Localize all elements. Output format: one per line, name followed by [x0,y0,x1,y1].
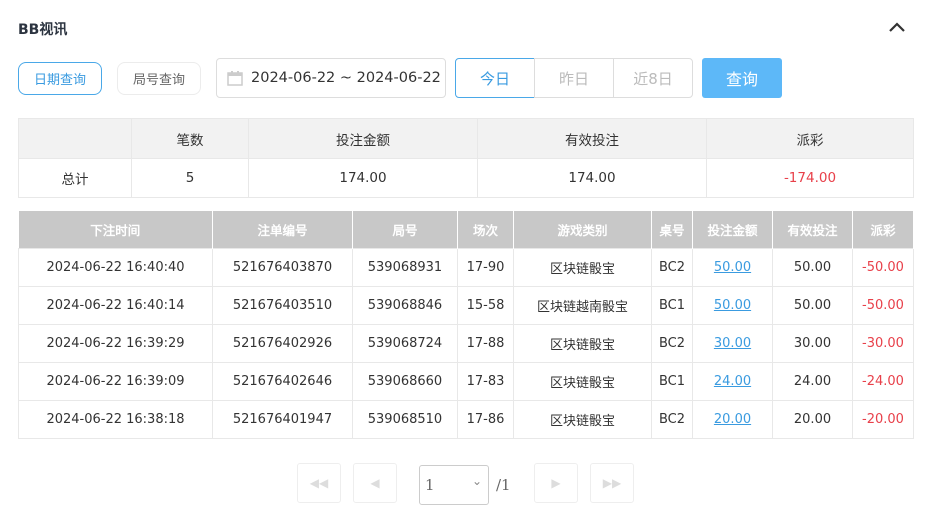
cell-payout: -20.00 [852,399,914,439]
table-row: 2024-06-22 16:38:18 521676401947 539068510… [18,399,914,439]
cell-round-no: 539068510 [352,399,458,439]
cell-bet-time: 2024-06-22 16:38:18 [18,399,213,439]
cell-session: 17-90 [457,247,514,287]
cell-bet-time: 2024-06-22 16:39:09 [18,361,213,401]
header-session: 场次 [457,211,514,248]
table-row: 2024-06-22 16:39:29 521676402926 539068724… [18,323,914,363]
cell-table-no: BC2 [651,399,693,439]
summary-count: 5 [131,158,249,198]
date-range-value: 2024-06-22 ~ 2024-06-22 [251,70,441,86]
date-query-tab[interactable]: 日期查询 [18,62,102,95]
cell-session: 15-58 [457,285,514,325]
header-valid-bet: 有效投注 [772,211,853,248]
summary-header [18,118,132,159]
cell-payout: -24.00 [852,361,914,401]
round-query-tab[interactable]: 局号查询 [117,62,201,95]
today-button[interactable]: 今日 [455,58,535,98]
cell-valid-bet: 50.00 [772,285,853,325]
next-page-button[interactable]: ▶ [534,463,578,503]
table-row: 2024-06-22 16:40:14 521676403510 539068846… [18,285,914,325]
cell-valid-bet: 30.00 [772,323,853,363]
first-page-button[interactable]: ◀◀ [297,463,341,503]
cell-order-no: 521676401947 [212,399,353,439]
section-title: BB视讯 [18,22,68,38]
table-row: 2024-06-22 16:39:09 521676402646 539068660… [18,361,914,401]
cell-game-type: 区块链骰宝 [513,361,652,401]
total-pages: /1 [496,476,511,494]
cell-bet-amount[interactable]: 50.00 [692,285,773,325]
cell-bet-amount[interactable]: 24.00 [692,361,773,401]
summary-header: 投注金额 [248,118,478,159]
cell-bet-amount[interactable]: 20.00 [692,399,773,439]
summary-header: 有效投注 [477,118,707,159]
page-select[interactable]: 1 ⌄ [419,465,489,505]
cell-game-type: 区块链骰宝 [513,247,652,287]
header-payout: 派彩 [852,211,914,248]
header-order-no: 注单编号 [212,211,353,248]
detail-header-row: 下注时间 注单编号 局号 场次 游戏类别 桌号 投注金额 有效投注 派彩 [18,211,914,248]
cell-game-type: 区块链越南骰宝 [513,285,652,325]
header-round-no: 局号 [352,211,458,248]
cell-bet-time: 2024-06-22 16:39:29 [18,323,213,363]
cell-payout: -50.00 [852,285,914,325]
date-range-input[interactable]: 2024-06-22 ~ 2024-06-22 [216,58,446,98]
header-bet-amount: 投注金额 [692,211,773,248]
summary-bet-amount: 174.00 [248,158,478,198]
calendar-icon [227,71,243,86]
cell-order-no: 521676402926 [212,323,353,363]
summary-header: 笔数 [131,118,249,159]
cell-session: 17-88 [457,323,514,363]
chevron-up-icon[interactable] [886,16,908,38]
cell-payout: -50.00 [852,247,914,287]
yesterday-button[interactable]: 昨日 [534,58,614,98]
summary-row: 总计 5 174.00 174.00 -174.00 [18,158,914,198]
cell-game-type: 区块链骰宝 [513,323,652,363]
cell-round-no: 539068724 [352,323,458,363]
page-select-value: 1 [425,476,435,494]
cell-bet-time: 2024-06-22 16:40:40 [18,247,213,287]
cell-valid-bet: 20.00 [772,399,853,439]
detail-table: 下注时间 注单编号 局号 场次 游戏类别 桌号 投注金额 有效投注 派彩 2024-06-22 … [18,211,914,439]
header-game-type: 游戏类别 [513,211,652,248]
cell-bet-time: 2024-06-22 16:40:14 [18,285,213,325]
chevron-down-icon: ⌄ [471,474,482,488]
summary-table: 笔数 投注金额 有效投注 派彩 总计 5 174.00 174.00 -174.… [18,118,914,198]
cell-bet-amount[interactable]: 50.00 [692,247,773,287]
table-row: 2024-06-22 16:40:40 521676403870 539068931… [18,247,914,287]
prev-page-button[interactable]: ◀ [353,463,397,503]
cell-table-no: BC1 [651,285,693,325]
header-table-no: 桌号 [651,211,693,248]
cell-round-no: 539068846 [352,285,458,325]
cell-game-type: 区块链骰宝 [513,399,652,439]
cell-valid-bet: 24.00 [772,361,853,401]
cell-table-no: BC1 [651,361,693,401]
cell-session: 17-83 [457,361,514,401]
last-8-days-button[interactable]: 近8日 [613,58,693,98]
cell-table-no: BC2 [651,323,693,363]
cell-round-no: 539068660 [352,361,458,401]
cell-order-no: 521676403870 [212,247,353,287]
cell-order-no: 521676403510 [212,285,353,325]
query-button[interactable]: 查询 [702,58,782,98]
cell-payout: -30.00 [852,323,914,363]
cell-bet-amount[interactable]: 30.00 [692,323,773,363]
summary-valid-bet: 174.00 [477,158,707,198]
cell-order-no: 521676402646 [212,361,353,401]
summary-payout: -174.00 [706,158,914,198]
cell-valid-bet: 50.00 [772,247,853,287]
summary-label: 总计 [18,158,132,198]
header-bet-time: 下注时间 [18,211,213,248]
cell-round-no: 539068931 [352,247,458,287]
cell-session: 17-86 [457,399,514,439]
cell-table-no: BC2 [651,247,693,287]
last-page-button[interactable]: ▶▶ [590,463,634,503]
summary-header: 派彩 [706,118,914,159]
summary-header-row: 笔数 投注金额 有效投注 派彩 [18,118,914,159]
